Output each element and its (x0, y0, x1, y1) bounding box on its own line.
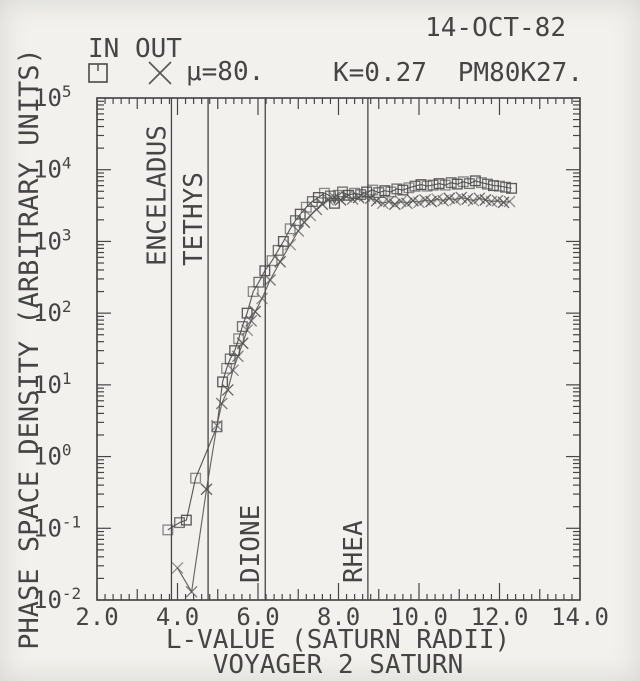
x-axis-title: L-VALUE (SATURN RADII) (166, 625, 510, 655)
moon-reference-lines: ENCELADUS TETHYS DIONE RHEA (142, 98, 369, 600)
param-run-id: PM80K27. (458, 58, 583, 88)
x-tick-label: 2.0 (75, 603, 118, 631)
y-axis-title: PHASE SPACE DENSITY (ARBITRARY UNITS) (14, 48, 45, 649)
x-tick-label: 14.0 (551, 603, 609, 631)
x-tick-label: 6.0 (236, 603, 279, 631)
x-tick-label: 10.0 (390, 603, 448, 631)
series-out (171, 190, 516, 598)
param-k: K=0.27 (333, 58, 427, 88)
moon-label-dione: DIONE (236, 505, 266, 583)
data-series (162, 175, 518, 598)
x-tick-label: 4.0 (156, 603, 199, 631)
param-mu: μ=80. (186, 57, 264, 87)
series-in (162, 175, 518, 536)
moon-label-tethys: TETHYS (179, 172, 209, 266)
x-axis-subtitle: VOYAGER 2 SATURN (213, 650, 463, 680)
x-tick-label: 8.0 (317, 603, 360, 631)
legend-out-symbol (148, 61, 172, 85)
legend-out-label: OUT (135, 34, 182, 64)
x-tick-labels: 2.0 4.0 6.0 8.0 10.0 12.0 14.0 (75, 603, 609, 631)
moon-label-enceladus: ENCELADUS (142, 125, 172, 266)
moon-label-rhea: RHEA (339, 520, 369, 583)
legend-in-symbol (88, 63, 108, 83)
y-tick-label: 103 (33, 225, 72, 255)
chart-date: 14-OCT-82 (425, 13, 566, 43)
legend-in-label: IN (88, 34, 119, 64)
x-tick-label: 12.0 (471, 603, 529, 631)
axis-ticks (96, 97, 581, 601)
